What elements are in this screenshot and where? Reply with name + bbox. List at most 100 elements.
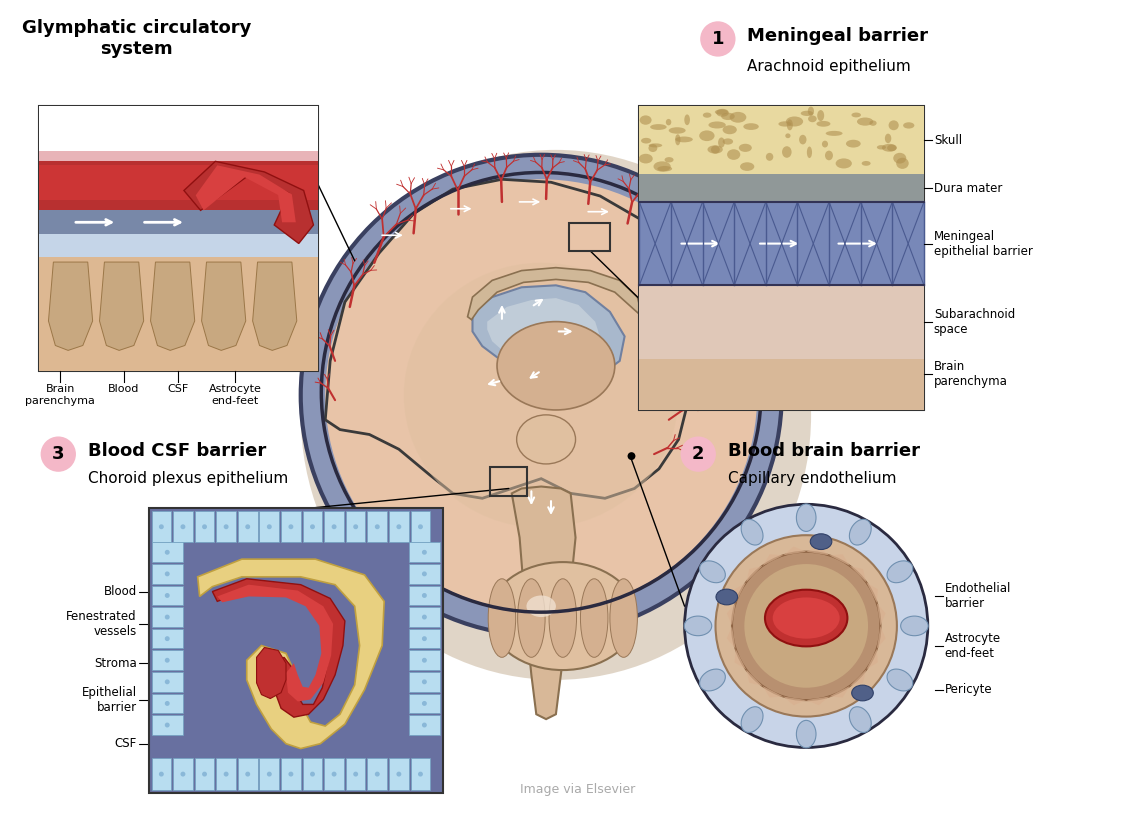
Bar [39,257,319,370]
Ellipse shape [785,133,790,138]
Polygon shape [783,547,806,556]
Bar [389,758,409,790]
Ellipse shape [375,525,380,530]
Circle shape [41,437,76,472]
Polygon shape [487,298,602,370]
Text: Meningeal barrier: Meningeal barrier [747,27,928,45]
Ellipse shape [649,144,662,148]
Polygon shape [783,697,806,705]
Text: 1: 1 [712,30,724,48]
Ellipse shape [245,525,250,530]
Ellipse shape [846,140,860,148]
Ellipse shape [310,525,314,530]
Bar [303,758,322,790]
Bar [152,564,183,583]
Ellipse shape [488,579,515,658]
Polygon shape [468,268,642,320]
Ellipse shape [810,534,832,549]
Bar [346,758,365,790]
Polygon shape [151,262,195,350]
Polygon shape [512,486,575,719]
Bar [39,234,319,257]
Ellipse shape [851,685,873,701]
Bar [303,511,322,543]
Polygon shape [746,565,763,583]
Ellipse shape [885,134,891,143]
Bar [411,511,430,543]
Bar [490,467,528,496]
Ellipse shape [703,113,712,118]
Ellipse shape [816,121,831,126]
Bar [639,286,924,359]
Text: Capillary endothelium: Capillary endothelium [728,471,897,486]
Ellipse shape [422,593,427,598]
Bar [639,202,924,286]
Ellipse shape [740,162,755,171]
Ellipse shape [766,153,773,161]
Polygon shape [806,547,830,556]
Ellipse shape [797,721,816,747]
Ellipse shape [782,146,791,157]
Polygon shape [253,262,296,350]
Ellipse shape [808,115,817,122]
Ellipse shape [808,107,814,116]
Ellipse shape [787,119,793,131]
Bar [409,715,440,735]
Text: 3: 3 [52,446,65,463]
Ellipse shape [799,135,807,144]
Text: Glymphatic circulatory
system: Glymphatic circulatory system [22,20,252,58]
Ellipse shape [518,579,545,658]
Ellipse shape [807,147,812,158]
Polygon shape [746,669,763,686]
Text: Astrocyte
end-feet: Astrocyte end-feet [944,632,1001,659]
Bar [368,511,387,543]
Ellipse shape [165,550,170,555]
Text: Epithelial
barrier: Epithelial barrier [82,685,137,713]
Ellipse shape [609,579,638,658]
Text: Endothelial
barrier: Endothelial barrier [944,583,1011,610]
Bar [195,511,215,543]
Polygon shape [876,626,885,649]
Ellipse shape [165,701,170,706]
Ellipse shape [721,113,734,120]
Ellipse shape [516,415,575,464]
Ellipse shape [800,111,814,116]
Ellipse shape [159,525,163,530]
Ellipse shape [739,144,751,152]
Text: Blood: Blood [108,384,140,394]
Text: Choroid plexus epithelium: Choroid plexus epithelium [87,471,288,486]
Ellipse shape [527,596,556,617]
Polygon shape [763,686,783,698]
Ellipse shape [822,140,829,148]
Ellipse shape [765,590,848,646]
Bar [39,211,319,234]
Ellipse shape [779,122,791,126]
Ellipse shape [797,504,816,531]
Ellipse shape [716,109,729,117]
Ellipse shape [877,145,886,149]
Ellipse shape [288,525,293,530]
Ellipse shape [666,119,671,126]
Bar [281,511,301,543]
Text: Fenestrated
vessels: Fenestrated vessels [66,610,137,638]
Bar [39,106,319,370]
Ellipse shape [869,121,876,126]
Ellipse shape [893,153,906,163]
Ellipse shape [396,772,402,777]
Ellipse shape [707,145,723,153]
Text: Blood: Blood [103,585,137,598]
Ellipse shape [396,525,402,530]
Bar [325,758,344,790]
Ellipse shape [785,117,804,126]
Ellipse shape [888,669,913,691]
Ellipse shape [641,138,651,144]
Bar [409,564,440,583]
Ellipse shape [699,561,725,583]
Ellipse shape [857,118,873,126]
Circle shape [700,21,735,56]
Ellipse shape [165,723,170,728]
Polygon shape [49,262,93,350]
Ellipse shape [657,166,672,171]
Ellipse shape [375,772,380,777]
Ellipse shape [422,636,427,641]
